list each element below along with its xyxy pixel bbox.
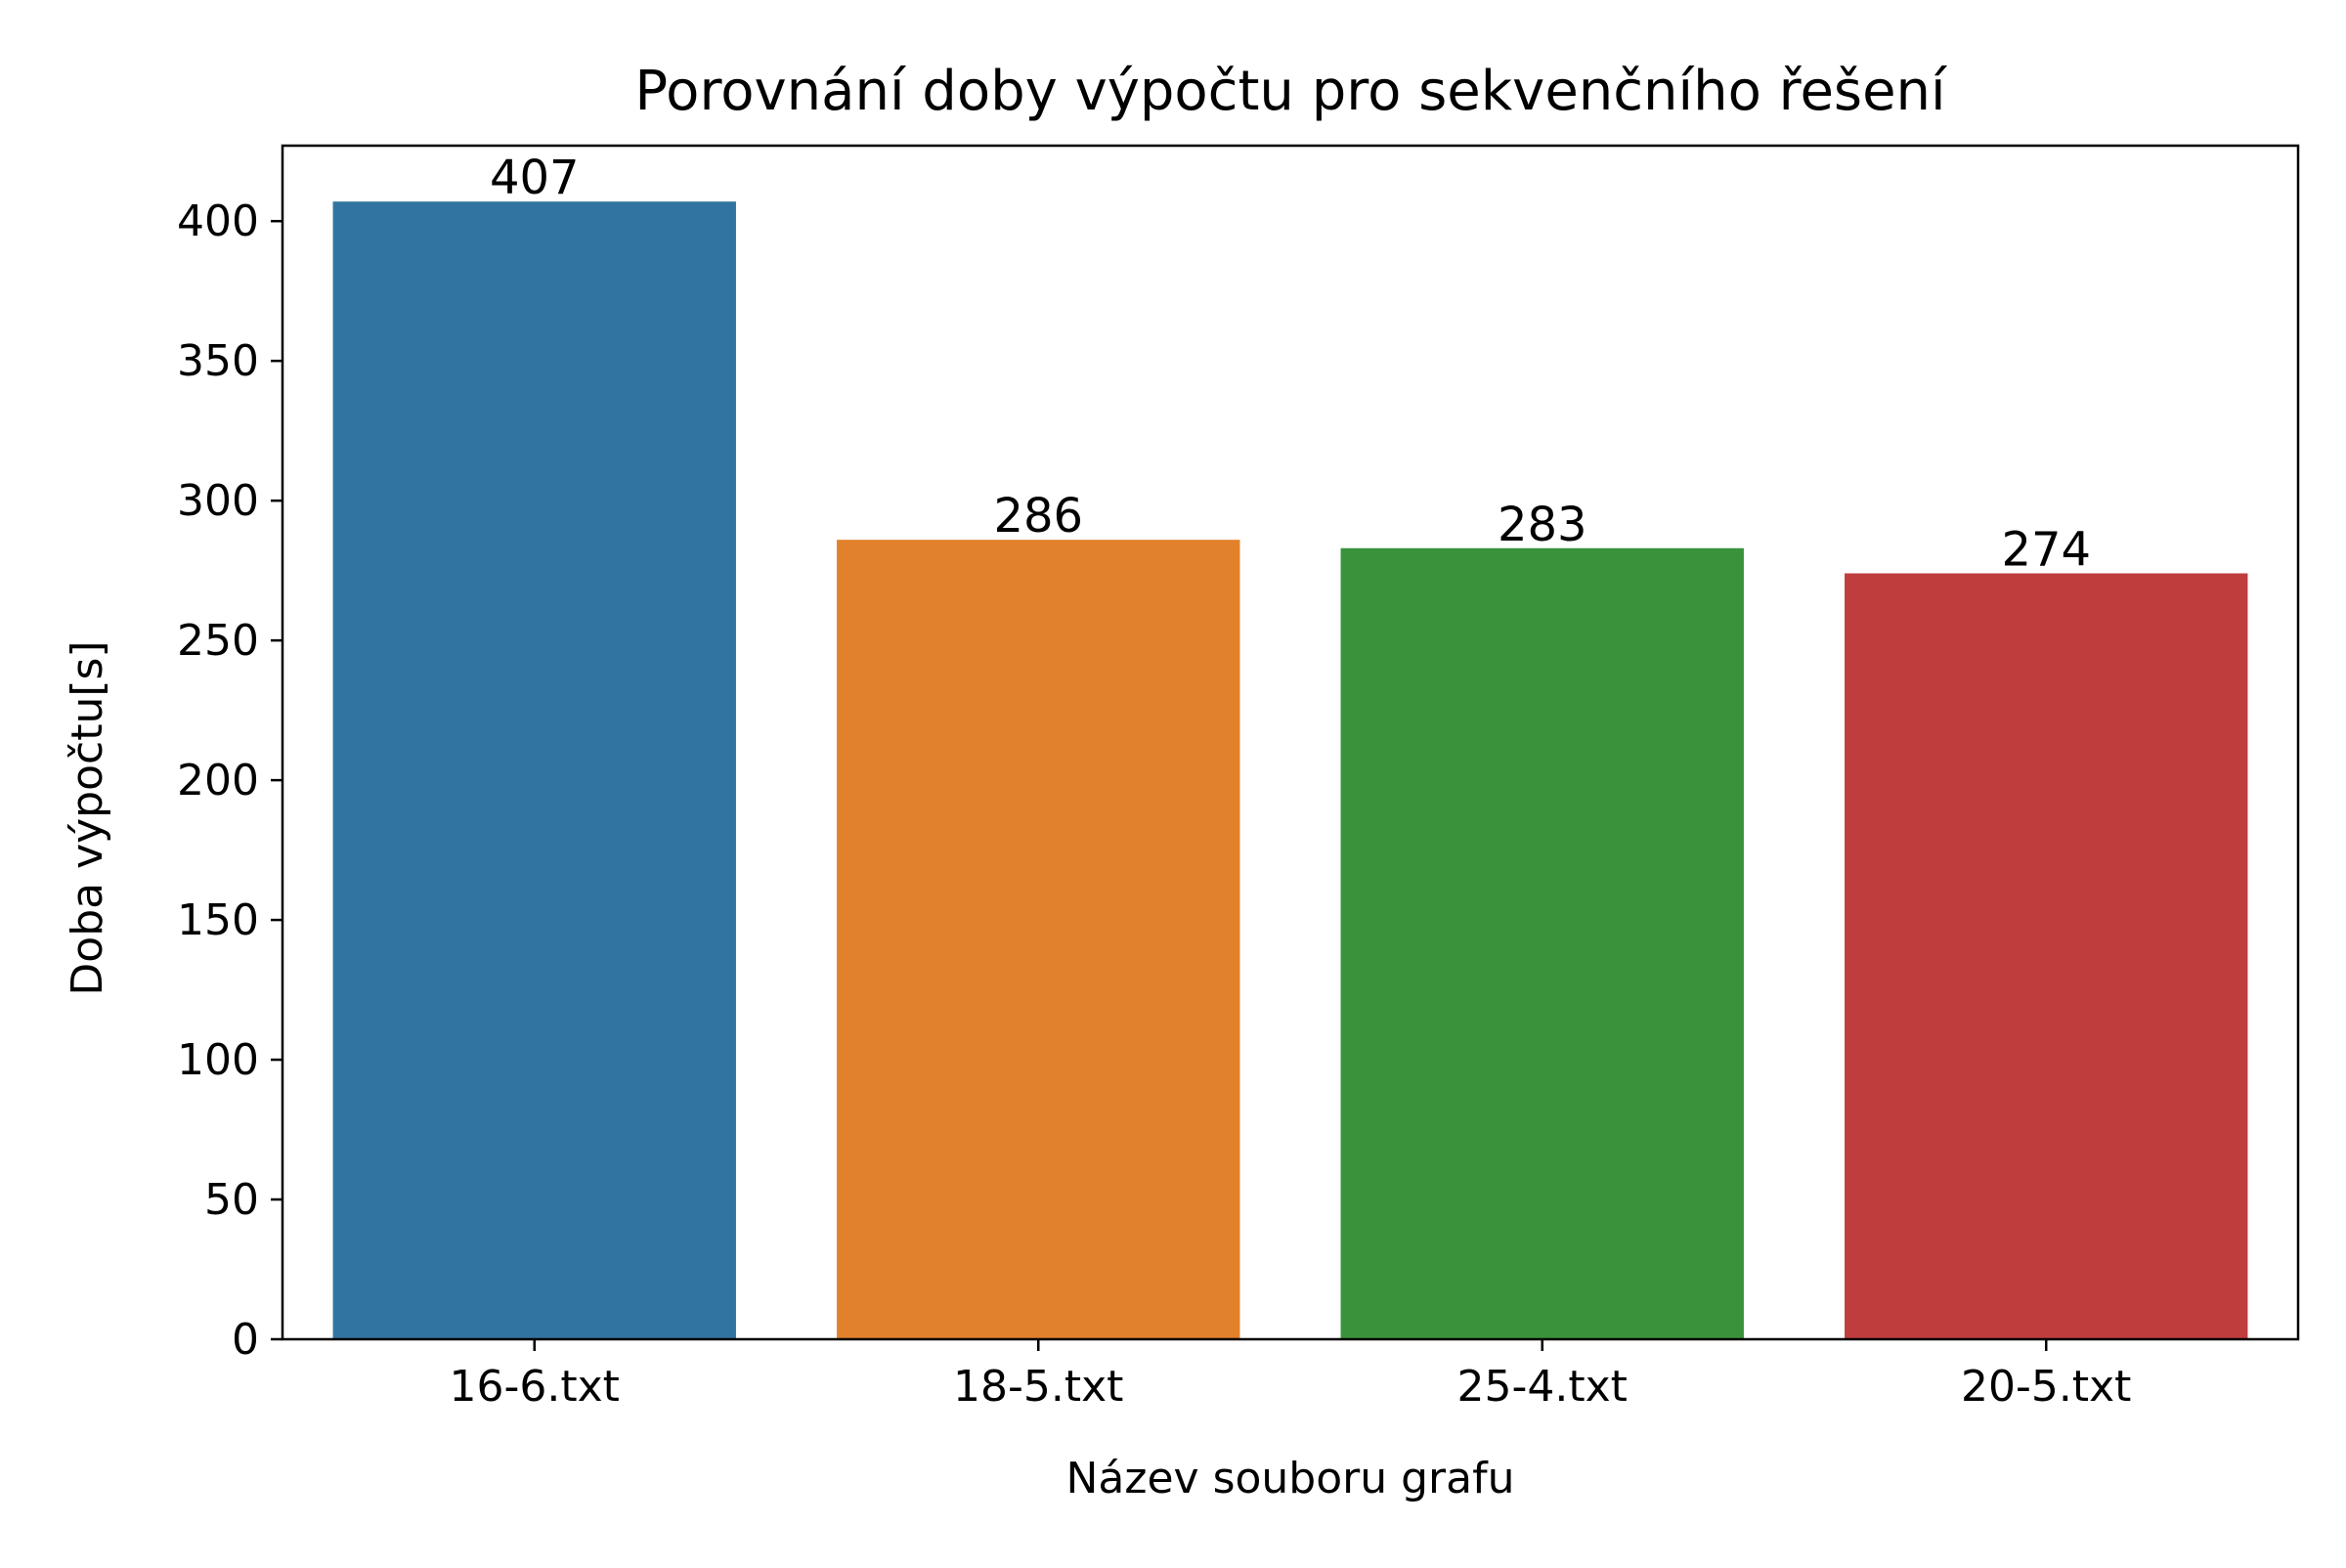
bar-16-6-txt bbox=[332, 201, 736, 1339]
bar-20-5-txt bbox=[1845, 573, 2248, 1339]
data-label: 286 bbox=[993, 489, 1083, 544]
x-tick-label: 20-5.txt bbox=[1961, 1362, 2131, 1412]
y-axis: 0 50 100 150 200 250 300 350 400 bbox=[177, 196, 282, 1365]
x-axis-label: Název souboru grafu bbox=[1066, 1454, 1515, 1503]
plot-frame bbox=[281, 144, 2300, 1341]
data-label: 274 bbox=[2001, 523, 2091, 578]
y-tick-label: 50 bbox=[204, 1175, 259, 1225]
y-tick-label: 0 bbox=[232, 1315, 259, 1365]
bar-25-4-txt bbox=[1340, 547, 1744, 1339]
x-tick-label: 16-6.txt bbox=[450, 1362, 620, 1412]
data-labels-layer: 407 286 283 274 bbox=[490, 151, 2091, 577]
y-tick-label: 250 bbox=[177, 616, 259, 666]
x-tick-label: 25-4.txt bbox=[1457, 1362, 1628, 1412]
data-label: 283 bbox=[1498, 498, 1587, 552]
data-label: 407 bbox=[490, 151, 580, 205]
bar-18-5-txt bbox=[837, 540, 1240, 1339]
x-axis: 16-6.txt 18-5.txt 25-4.txt 20-5.txt bbox=[450, 1339, 2131, 1412]
y-tick-label: 300 bbox=[177, 476, 259, 526]
y-tick-label: 200 bbox=[177, 756, 259, 806]
bars-layer bbox=[332, 201, 2248, 1339]
x-tick-label: 18-5.txt bbox=[953, 1362, 1123, 1412]
y-tick-label: 400 bbox=[177, 196, 259, 246]
chart-title: Porovnání doby výpočtu pro sekvenčního ř… bbox=[634, 60, 1948, 123]
y-axis-label: Doba výpočtu[s] bbox=[63, 640, 112, 995]
y-tick-label: 350 bbox=[177, 336, 259, 386]
y-tick-label: 100 bbox=[177, 1035, 259, 1085]
y-tick-label: 150 bbox=[177, 895, 259, 945]
